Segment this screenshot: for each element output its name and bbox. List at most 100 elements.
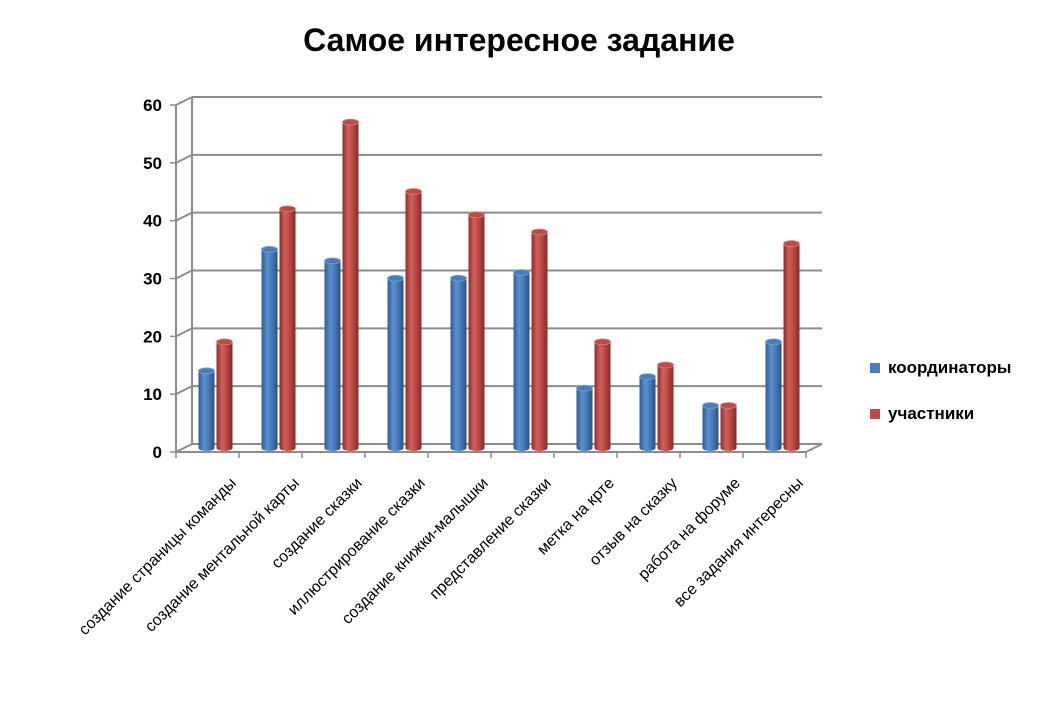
bar-body <box>261 249 278 448</box>
bar <box>342 118 359 451</box>
y-tick-label: 60 <box>143 96 162 115</box>
bar-top <box>657 361 674 369</box>
bar-base <box>342 445 359 451</box>
bar-body <box>279 208 296 448</box>
bar-base <box>594 445 611 451</box>
legend-item-participants: участники <box>870 402 1011 426</box>
axes <box>170 97 823 458</box>
bar-body <box>387 278 404 448</box>
chart-title: Самое интересное задание <box>303 22 735 58</box>
y-tick-label: 30 <box>143 270 162 289</box>
bars <box>198 118 800 451</box>
bar-top <box>324 257 341 265</box>
bar-body <box>531 232 548 448</box>
x-tick-label: представление сказки <box>427 475 555 603</box>
bar <box>720 402 737 451</box>
bar <box>261 245 278 451</box>
bar-top <box>387 274 404 282</box>
bar-body <box>702 405 719 448</box>
bar <box>468 211 485 451</box>
bar-base <box>765 445 782 451</box>
bar-top <box>450 274 467 282</box>
bar-body <box>468 214 485 448</box>
bar-top <box>720 402 737 409</box>
bar-base <box>531 445 548 451</box>
gridline-side <box>175 443 193 453</box>
bar <box>450 274 467 451</box>
bar-base <box>198 445 215 451</box>
bar-base <box>702 445 719 451</box>
bar <box>765 338 782 451</box>
y-tick-label: 40 <box>143 212 162 231</box>
legend-swatch-coordinators <box>870 363 880 373</box>
legend: координаторы участники <box>870 356 1011 448</box>
bar <box>783 240 800 451</box>
bar-body <box>576 388 593 448</box>
bar-top <box>279 205 296 213</box>
bar <box>405 188 422 451</box>
bar-top <box>639 373 656 381</box>
bar-body <box>765 341 782 448</box>
bar-top <box>468 211 485 219</box>
bar-top <box>765 338 782 346</box>
bar-base <box>468 445 485 451</box>
bar <box>702 402 719 451</box>
bar-base <box>261 445 278 451</box>
bar <box>576 384 593 451</box>
bar-top <box>216 338 233 346</box>
legend-swatch-participants <box>870 409 880 419</box>
bar-base <box>387 445 404 451</box>
bar-body <box>342 122 359 448</box>
gridline-side <box>175 269 193 280</box>
bar-body <box>657 365 674 448</box>
bar <box>279 205 296 451</box>
gridline-side <box>175 385 193 396</box>
legend-label-coordinators: координаторы <box>888 358 1012 377</box>
bar <box>216 338 233 451</box>
y-tick-label: 20 <box>143 327 162 346</box>
gridline-side <box>175 96 193 106</box>
bar <box>657 361 674 451</box>
bar-top <box>531 228 548 236</box>
bar-body <box>216 341 233 448</box>
bar-base <box>576 445 593 451</box>
bar <box>513 269 530 451</box>
bar <box>594 338 611 451</box>
bar-top <box>783 240 800 247</box>
bar-top <box>198 367 215 375</box>
bar-base <box>657 445 674 451</box>
bar-base <box>639 445 656 451</box>
bar <box>639 373 656 451</box>
bar-top <box>513 269 530 276</box>
bar-body <box>405 191 422 449</box>
bar-base <box>216 445 233 451</box>
bar-base <box>720 445 737 451</box>
bar-body <box>639 376 656 448</box>
bar-base <box>405 445 422 451</box>
bar-body <box>594 341 611 448</box>
bar <box>531 228 548 451</box>
bar-body <box>513 272 530 448</box>
bar-top <box>261 245 278 253</box>
y-tick-label: 10 <box>143 385 162 404</box>
gridline-side <box>175 327 193 338</box>
bar-base <box>324 445 341 451</box>
bar-base <box>279 445 296 451</box>
bar-top <box>594 338 611 346</box>
bar <box>387 274 404 451</box>
bar-top <box>576 384 593 392</box>
y-tick-label: 0 <box>153 443 162 462</box>
x-tick-label: все задания интересны <box>671 475 807 611</box>
bar-top <box>342 118 359 126</box>
legend-item-coordinators: координаторы <box>870 356 1011 380</box>
bar-base <box>783 445 800 451</box>
bar-body <box>783 243 800 448</box>
bar-top <box>702 402 719 409</box>
bar-base <box>513 445 530 451</box>
bar-body <box>198 370 215 448</box>
bar-body <box>450 278 467 448</box>
gridline-side <box>175 153 193 164</box>
bar-body <box>720 405 737 448</box>
